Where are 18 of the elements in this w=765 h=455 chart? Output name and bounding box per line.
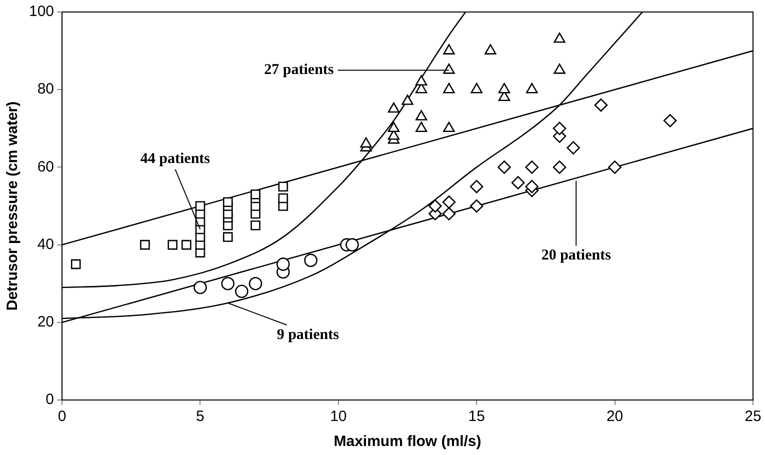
y-tick-label: 60	[37, 158, 54, 176]
y-tick-label: 40	[37, 236, 54, 253]
annotation: 20 patients	[541, 248, 612, 264]
x-tick-label: 10	[330, 408, 347, 426]
x-tick-label: 25	[744, 408, 762, 426]
x-tick-label: 0	[58, 408, 66, 426]
annotation: 27 patients	[264, 62, 334, 78]
y-tick-label: 100	[28, 3, 54, 20]
x-tick-label: 5	[196, 408, 204, 426]
y-tick-label: 20	[37, 314, 54, 331]
x-tick-label: 15	[468, 408, 485, 426]
x-tick-label: 20	[606, 408, 624, 426]
annotation: 44 patients	[140, 151, 210, 168]
annotation: 9 patients	[276, 326, 340, 343]
y-tick-label: 0	[46, 391, 54, 408]
x-axis-title: Maximum flow (ml/s)	[334, 433, 482, 450]
y-axis-title: Detrusor pressure (cm water)	[4, 101, 22, 311]
y-tick-label: 80	[37, 80, 54, 98]
